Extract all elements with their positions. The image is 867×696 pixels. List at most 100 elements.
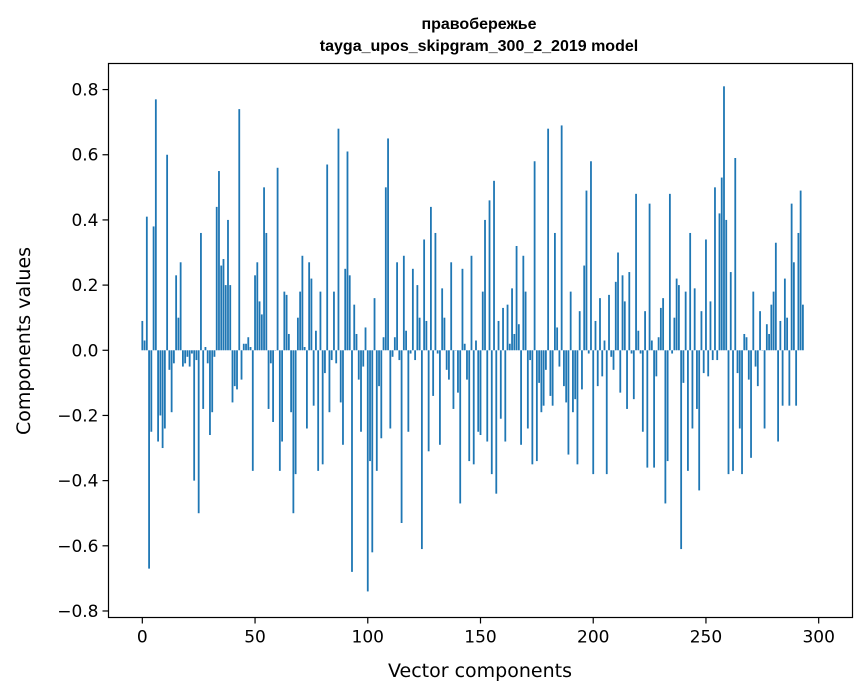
- bar: [276, 167, 279, 351]
- bar: [414, 350, 417, 361]
- bar: [754, 350, 757, 367]
- bar: [360, 350, 362, 432]
- bar: [781, 350, 784, 406]
- bar: [531, 350, 534, 465]
- bar: [251, 350, 254, 471]
- bar: [720, 177, 723, 351]
- bar: [759, 311, 761, 351]
- bar: [380, 350, 383, 439]
- bar: [211, 350, 214, 413]
- bar: [675, 278, 678, 351]
- bar: [342, 350, 344, 445]
- bar: [596, 350, 599, 387]
- bar: [689, 232, 692, 351]
- bar: [520, 350, 522, 445]
- bar: [346, 151, 349, 351]
- bar: [317, 350, 320, 471]
- bar: [423, 239, 426, 351]
- bar: [466, 350, 468, 380]
- bar: [186, 350, 189, 357]
- bar: [479, 350, 482, 436]
- bar: [783, 278, 786, 351]
- bar: [175, 275, 178, 351]
- y-tick-label: 0.6: [71, 146, 98, 166]
- bar: [206, 350, 209, 364]
- bar: [328, 350, 331, 413]
- bar: [287, 333, 290, 351]
- plot-frame: [107, 62, 854, 619]
- bar: [734, 158, 737, 351]
- bar: [639, 350, 642, 354]
- y-tick-label: 0.4: [71, 211, 98, 231]
- bar: [233, 350, 236, 387]
- bar: [668, 193, 671, 351]
- bar: [716, 350, 719, 361]
- x-axis-ticks: 0 50 100 150 200 250 300: [137, 617, 835, 648]
- chart-subtitle: tayga_upos_skipgram_300_2_2019 model: [320, 38, 638, 55]
- bar: [249, 347, 252, 351]
- y-tick-label: 0.8: [71, 81, 98, 101]
- bar: [441, 288, 444, 351]
- bar: [502, 307, 504, 351]
- bar: [707, 350, 710, 377]
- bar: [420, 350, 423, 550]
- bar: [576, 350, 579, 465]
- bar: [628, 272, 631, 351]
- bar: [540, 350, 543, 413]
- bar: [671, 350, 674, 354]
- bar: [581, 350, 583, 390]
- bar: [698, 350, 701, 491]
- bar: [696, 350, 698, 409]
- bar: [222, 259, 225, 351]
- bar: [436, 350, 439, 354]
- bar: [265, 232, 268, 351]
- bar: [788, 350, 791, 406]
- bar: [303, 347, 306, 351]
- bar: [369, 350, 371, 462]
- bar: [157, 350, 159, 442]
- bar: [637, 330, 640, 351]
- bar: [774, 242, 777, 351]
- bar: [792, 262, 795, 351]
- bar: [256, 262, 259, 351]
- bar: [691, 350, 694, 429]
- bar: [398, 350, 401, 361]
- bar: [797, 232, 800, 351]
- bar: [614, 281, 617, 351]
- bar: [608, 294, 610, 351]
- bar: [750, 350, 752, 458]
- bar: [272, 350, 274, 422]
- bar: [732, 350, 734, 471]
- bar: [179, 262, 182, 351]
- bar: [204, 347, 207, 351]
- bar: [524, 291, 527, 351]
- y-tick-label: −0.8: [57, 602, 98, 622]
- bar: [260, 314, 263, 351]
- bar: [391, 350, 394, 357]
- bar: [538, 350, 541, 383]
- bar: [166, 154, 169, 351]
- bar: [154, 99, 157, 351]
- chart-title: правобережье: [421, 16, 536, 33]
- bar: [389, 350, 392, 429]
- bar: [738, 350, 741, 429]
- bar: [339, 350, 342, 403]
- bar: [786, 317, 789, 351]
- bar: [161, 350, 164, 449]
- bar: [547, 128, 550, 351]
- bar: [357, 350, 360, 380]
- bar: [644, 311, 646, 351]
- bar: [371, 350, 374, 553]
- bar: [224, 285, 227, 351]
- bar: [247, 337, 250, 351]
- bar: [143, 340, 146, 351]
- bar: [795, 350, 798, 406]
- bar: [572, 350, 574, 413]
- bar: [587, 350, 590, 354]
- bar: [621, 275, 624, 351]
- bar: [407, 350, 410, 432]
- bar: [461, 268, 464, 351]
- bar: [427, 350, 430, 452]
- bar: [215, 206, 218, 351]
- bar: [163, 350, 166, 429]
